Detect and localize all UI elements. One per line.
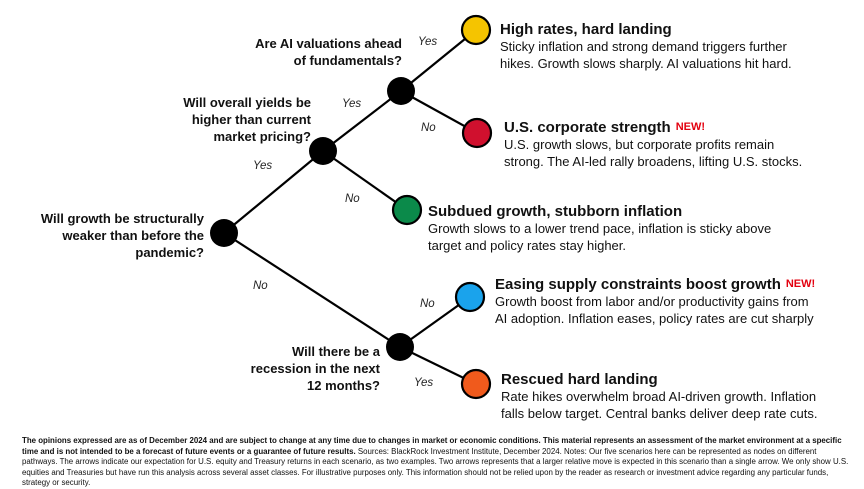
outcome-node-high-rates <box>460 14 492 46</box>
decision-node-recession <box>386 333 414 361</box>
question-line: recession in the next <box>250 361 380 376</box>
answer-label-no: No <box>253 280 268 292</box>
outcome-easing-supply-constraints: Easing supply constraints boost growth NE… <box>495 276 815 327</box>
outcome-desc-line: falls below target. Central banks delive… <box>501 406 818 421</box>
decision-node-ai <box>387 77 415 105</box>
answer-label-no: No <box>421 122 436 134</box>
branch-line <box>223 232 401 348</box>
question-line: market pricing? <box>213 129 311 144</box>
outcome-desc-line: U.S. growth slows, but corporate profits… <box>504 137 775 152</box>
outcome-us-corporate-strength: U.S. corporate strength NEW! U.S. growth … <box>504 119 802 170</box>
question-yields: Will overall yields be higher than curre… <box>183 94 311 145</box>
outcome-node-subdued-growth <box>391 194 423 226</box>
footnote-notes: Sources: BlackRock Investment Institute,… <box>22 446 849 488</box>
answer-label-yes: Yes <box>253 160 273 172</box>
outcome-rescued-hard-landing: Rescued hard landing Rate hikes overwhel… <box>501 371 818 422</box>
answer-label-yes: Yes <box>414 377 434 389</box>
answer-label-yes: Yes <box>342 98 362 110</box>
outcome-title: Rescued hard landing <box>501 371 658 388</box>
outcome-high-rates-hard-landing: High rates, hard landing Sticky inflatio… <box>500 21 792 72</box>
answer-label-no: No <box>345 193 360 205</box>
branch-line <box>400 29 477 92</box>
question-line: higher than current <box>191 112 311 127</box>
question-line: of fundamentals? <box>293 53 402 68</box>
new-badge: NEW! <box>675 121 706 133</box>
outcome-desc-line: strong. The AI-led rally broadens, lifti… <box>504 154 803 169</box>
outcome-subdued-growth-stubborn-inflation: Subdued growth, stubborn inflation Growt… <box>428 203 771 254</box>
outcome-desc-line: Sticky inflation and strong demand trigg… <box>500 39 787 54</box>
outcome-desc-line: Growth boost from labor and/or productiv… <box>495 294 809 309</box>
outcome-desc-line: Growth slows to a lower trend pace, infl… <box>428 221 772 236</box>
answer-label-no: No <box>420 298 435 310</box>
outcome-node-easing-supply <box>454 281 486 313</box>
decision-node-growth <box>210 219 238 247</box>
question-line: Will overall yields be <box>183 95 311 110</box>
question-recession: Will there be a recession in the next 12… <box>251 343 380 394</box>
outcome-desc-line: Rate hikes overwhelm broad AI-driven gro… <box>501 389 817 404</box>
outcome-node-corporate-strength <box>461 117 493 149</box>
footnote: The opinions expressed are as of Decembe… <box>22 436 854 489</box>
outcome-title: Easing supply constraints boost growth <box>495 276 781 293</box>
question-ai-valuations: Are AI valuations ahead of fundamentals? <box>255 35 402 69</box>
question-line: Will there be a <box>291 344 380 359</box>
outcome-title-row: U.S. corporate strength NEW! <box>504 119 802 136</box>
decision-node-yields <box>309 137 337 165</box>
outcome-title: Subdued growth, stubborn inflation <box>428 203 683 220</box>
branch-line <box>322 90 402 152</box>
question-line: weaker than before the <box>62 228 204 243</box>
outcome-desc-line: target and policy rates stay higher. <box>428 238 627 253</box>
question-line: pandemic? <box>135 245 204 260</box>
outcome-desc-line: AI adoption. Inflation eases, policy rat… <box>495 311 814 326</box>
outcome-title-row: Easing supply constraints boost growth NE… <box>495 276 815 293</box>
outcome-title: High rates, hard landing <box>500 21 672 38</box>
answer-label-yes: Yes <box>418 36 438 48</box>
footnote-disclaimer: The opinions expressed are as of Decembe… <box>22 436 842 456</box>
outcome-title: U.S. corporate strength <box>504 119 671 136</box>
question-growth: Will growth be structurally weaker than … <box>41 210 204 261</box>
question-line: Are AI valuations ahead <box>255 36 402 51</box>
outcome-node-rescued-landing <box>460 368 492 400</box>
new-badge: NEW! <box>785 278 816 290</box>
outcome-desc-line: hikes. Growth slows sharply. AI valuatio… <box>500 56 792 71</box>
branch-line <box>223 150 324 234</box>
question-line: 12 months? <box>307 378 380 393</box>
question-line: Will growth be structurally <box>40 211 204 226</box>
branch-line <box>322 150 408 211</box>
